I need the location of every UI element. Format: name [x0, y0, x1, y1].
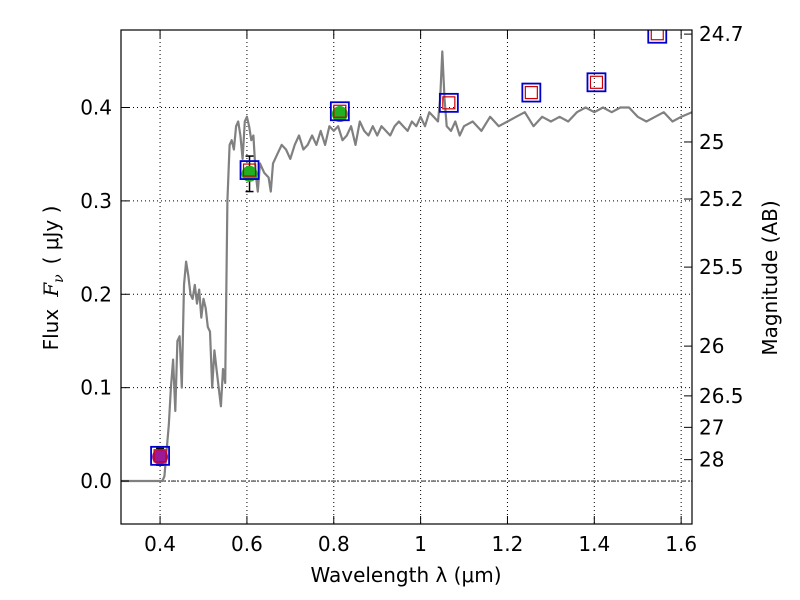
synthetic-square-inner [650, 30, 664, 41]
plot-area [121, 30, 692, 483]
synthetic-square-inner [333, 104, 347, 118]
mag-tick-label: 25.5 [699, 255, 744, 279]
synthetic-square-inner [524, 85, 538, 100]
synthetic-square-outer [521, 82, 542, 103]
mag-tick-label: 25 [699, 130, 724, 154]
y-axis-label-subscript: ν [51, 274, 67, 283]
y-tick-label: 0.4 [80, 96, 112, 120]
synthetic-square-inner [242, 163, 257, 177]
x-tick-label: 1 [414, 532, 427, 556]
y-tick-label: 0.3 [80, 189, 112, 213]
mag-tick-label: 28 [699, 448, 724, 472]
mag-tick-label: 25.2 [699, 187, 744, 211]
synthetic-square-outer [150, 445, 170, 466]
y2-axis-label: Magnitude (AB) [758, 200, 782, 355]
x-tick-label: 1.4 [578, 532, 610, 556]
observed-point [152, 448, 169, 465]
synthetic-square-outer [647, 30, 668, 44]
synthetic-square-outer [239, 160, 260, 180]
synthetic-square-outer [586, 72, 607, 93]
y-tick-label: 0.0 [80, 469, 112, 493]
x-tick-label: 1.2 [492, 532, 524, 556]
axes: 0.4 0.6 0.8 1 1.2 1.4 1.6 0.0 0.1 0.2 0.3 0.4 24.7 25… [80, 22, 743, 556]
x-tick-label: 0.4 [144, 532, 176, 556]
synthetic-square-outer [329, 101, 350, 122]
y-tick-label: 0.1 [80, 376, 112, 400]
observed-point [331, 106, 348, 123]
mag-tick-label: 26.5 [699, 384, 744, 408]
mag-tick-label: 24.7 [699, 22, 744, 46]
x-tick-label: 0.6 [231, 532, 263, 556]
mag-tick-label: 26 [699, 334, 724, 358]
synthetic-square-inner [589, 75, 604, 89]
x-axis-label: Wavelength λ (μm) [310, 563, 501, 587]
y-axis-label: Flux Fν ( μJy ) [39, 206, 67, 351]
y-axis-label-symbol: F [39, 282, 63, 298]
y-tick-label: 0.2 [80, 282, 112, 306]
model-spectrum-line [121, 50, 692, 483]
mag-tick-label: 27 [699, 415, 724, 439]
observed-point [241, 165, 258, 182]
synthetic-square-outer [438, 92, 459, 113]
x-tick-label: 0.8 [318, 532, 350, 556]
x-tick-label: 1.6 [665, 532, 697, 556]
plot-frame [120, 29, 693, 525]
y-axis-label-units: ( μJy ) [39, 206, 63, 265]
y-axis-label-prefix: Flux [39, 309, 63, 351]
synthetic-square-inner [442, 96, 456, 110]
synthetic-square-inner [153, 449, 167, 463]
